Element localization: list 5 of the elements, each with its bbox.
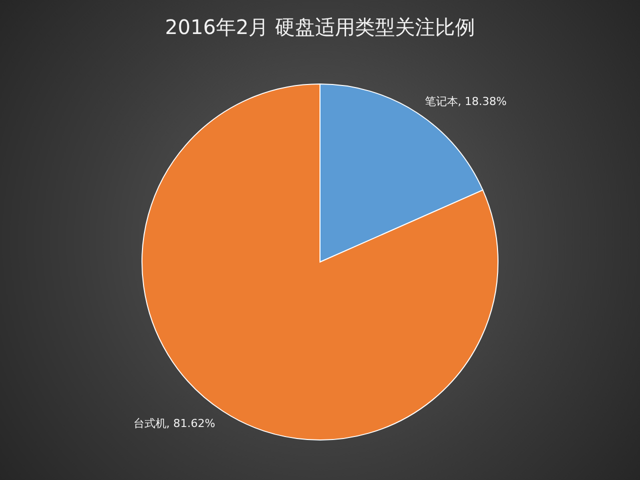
slice-label: 笔记本 — [424, 95, 458, 108]
chart-title: 2016年2月 硬盘适用类型关注比例 — [165, 15, 475, 39]
data-label: , 18.38% — [458, 95, 507, 108]
data-label: , 81.62% — [166, 416, 216, 430]
slice-label: 台式机 — [133, 416, 166, 430]
